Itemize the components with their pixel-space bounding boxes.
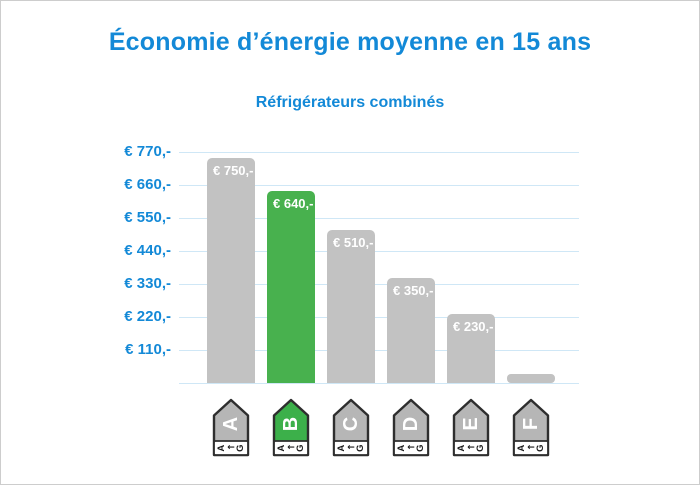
svg-text:←: ← bbox=[287, 443, 295, 453]
y-axis-tick-label: € 770,- bbox=[124, 143, 171, 160]
gridline bbox=[179, 350, 579, 351]
svg-text:←: ← bbox=[527, 443, 535, 453]
svg-text:G: G bbox=[535, 445, 546, 452]
y-axis-tick-label: € 220,- bbox=[124, 308, 171, 325]
energy-tag-shape: AA ← G bbox=[212, 398, 250, 457]
bar-a: € 750,- bbox=[207, 158, 255, 383]
energy-tag-shape: D A ← G bbox=[392, 398, 430, 457]
gridline bbox=[179, 152, 579, 153]
energy-class-icon-a: A A ← G bbox=[209, 396, 253, 458]
y-axis-tick-label: € 330,- bbox=[124, 275, 171, 292]
energy-class-icon-d: D A ← G bbox=[389, 396, 433, 458]
y-axis-tick-label: € 440,- bbox=[124, 242, 171, 259]
gridline bbox=[179, 284, 579, 285]
svg-text:A: A bbox=[456, 445, 467, 452]
svg-text:A: A bbox=[220, 417, 242, 431]
svg-text:←: ← bbox=[227, 443, 235, 453]
energy-tag-shape: C A ← G bbox=[332, 398, 370, 457]
gridline bbox=[179, 383, 579, 384]
gridline bbox=[179, 317, 579, 318]
svg-text:A: A bbox=[276, 445, 287, 452]
svg-text:B: B bbox=[280, 417, 302, 431]
energy-class-icon-c: C A ← G bbox=[329, 396, 373, 458]
svg-text:←: ← bbox=[467, 443, 475, 453]
gridline bbox=[179, 251, 579, 252]
svg-text:D: D bbox=[400, 417, 422, 431]
chart-subtitle: Réfrigérateurs combinés bbox=[255, 94, 445, 111]
svg-text:A: A bbox=[216, 445, 227, 452]
svg-text:A: A bbox=[516, 445, 527, 452]
svg-text:A: A bbox=[396, 445, 407, 452]
bar-value-label: € 750,- bbox=[213, 163, 254, 178]
energy-class-icon-f: F A ← G bbox=[509, 396, 553, 458]
svg-text:←: ← bbox=[407, 443, 415, 453]
bar-value-label: € 230,- bbox=[453, 319, 494, 334]
bar-d: € 350,- bbox=[387, 278, 435, 383]
bar-value-label: € 640,- bbox=[273, 196, 314, 211]
gridline bbox=[179, 218, 579, 219]
energy-class-icon-e: E A ← G bbox=[449, 396, 493, 458]
svg-text:E: E bbox=[460, 417, 482, 430]
svg-text:A: A bbox=[336, 445, 347, 452]
y-axis-tick-label: € 550,- bbox=[124, 209, 171, 226]
svg-text:G: G bbox=[415, 445, 426, 452]
svg-text:C: C bbox=[340, 417, 362, 431]
svg-text:F: F bbox=[520, 418, 542, 430]
svg-text:G: G bbox=[235, 445, 246, 452]
energy-tag-shape: F A ← G bbox=[512, 398, 550, 457]
y-axis-tick-label: € 110,- bbox=[125, 341, 171, 358]
bar-e: € 230,- bbox=[447, 314, 495, 383]
bar-c: € 510,- bbox=[327, 230, 375, 383]
svg-text:G: G bbox=[295, 445, 306, 452]
energy-tag-shape: B A ← G bbox=[272, 398, 310, 457]
bar-value-label: € 350,- bbox=[393, 283, 434, 298]
bar-f bbox=[507, 374, 555, 383]
bar-value-label: € 510,- bbox=[333, 235, 374, 250]
svg-text:G: G bbox=[355, 445, 366, 452]
energy-tag-shape: E A ← G bbox=[452, 398, 490, 457]
svg-text:←: ← bbox=[347, 443, 355, 453]
chart-title: Économie d’énergie moyenne en 15 ans bbox=[108, 28, 592, 56]
y-axis-tick-label: € 660,- bbox=[124, 176, 171, 193]
gridline bbox=[179, 185, 579, 186]
bar-b: € 640,- bbox=[267, 191, 315, 383]
svg-text:G: G bbox=[475, 445, 486, 452]
energy-class-icon-b: B A ← G bbox=[269, 396, 313, 458]
